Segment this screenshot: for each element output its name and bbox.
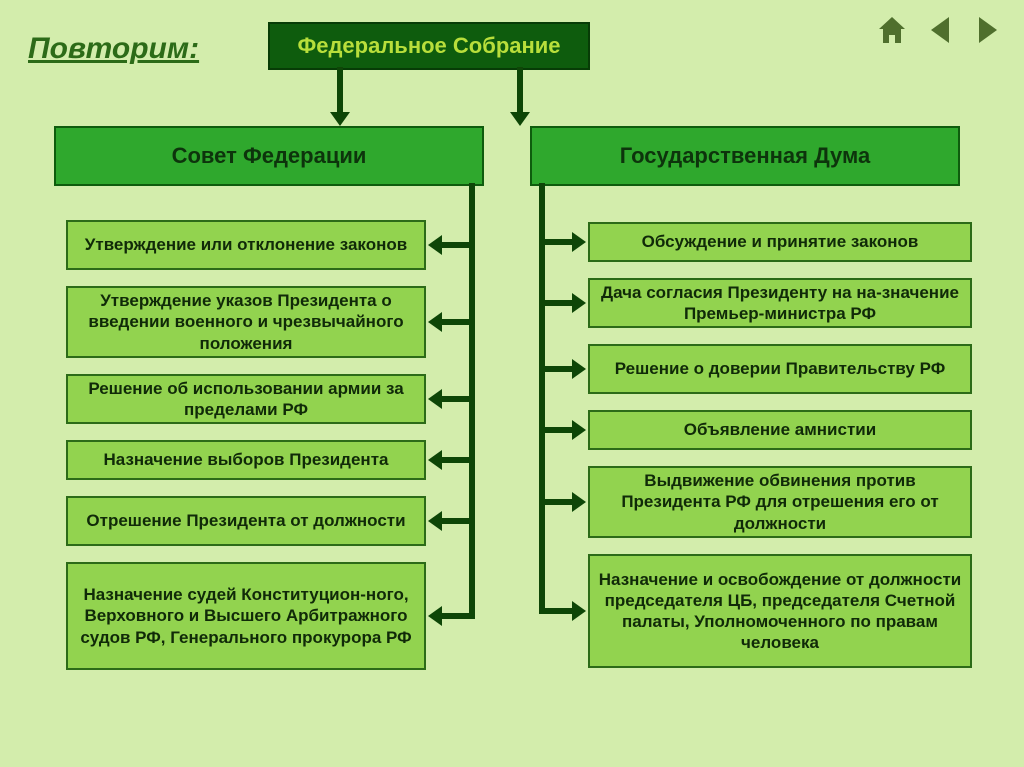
left-func-3: Назначение выборов Президента	[66, 440, 426, 480]
prev-icon[interactable]	[922, 12, 958, 48]
branch-header-right: Государственная Дума	[530, 126, 960, 186]
left-func-2: Решение об использовании армии за предел…	[66, 374, 426, 424]
home-icon[interactable]	[874, 12, 910, 48]
nav-icons	[874, 12, 1006, 48]
right-func-5: Назначение и освобождение от должности п…	[588, 554, 972, 668]
root-node: Федеральное Собрание	[268, 22, 590, 70]
right-func-4: Выдвижение обвинения против Президента Р…	[588, 466, 972, 538]
left-func-0: Утверждение или отклонение законов	[66, 220, 426, 270]
right-func-2: Решение о доверии Правительству РФ	[588, 344, 972, 394]
right-func-1: Дача согласия Президенту на на-значение …	[588, 278, 972, 328]
left-func-1: Утверждение указов Президента о введении…	[66, 286, 426, 358]
branch-header-left: Совет Федерации	[54, 126, 484, 186]
slide-title: Повторим:	[28, 32, 199, 66]
left-func-4: Отрешение Президента от должности	[66, 496, 426, 546]
left-func-5: Назначение судей Конституцион-ного, Верх…	[66, 562, 426, 670]
next-icon[interactable]	[970, 12, 1006, 48]
right-func-3: Объявление амнистии	[588, 410, 972, 450]
right-func-0: Обсуждение и принятие законов	[588, 222, 972, 262]
